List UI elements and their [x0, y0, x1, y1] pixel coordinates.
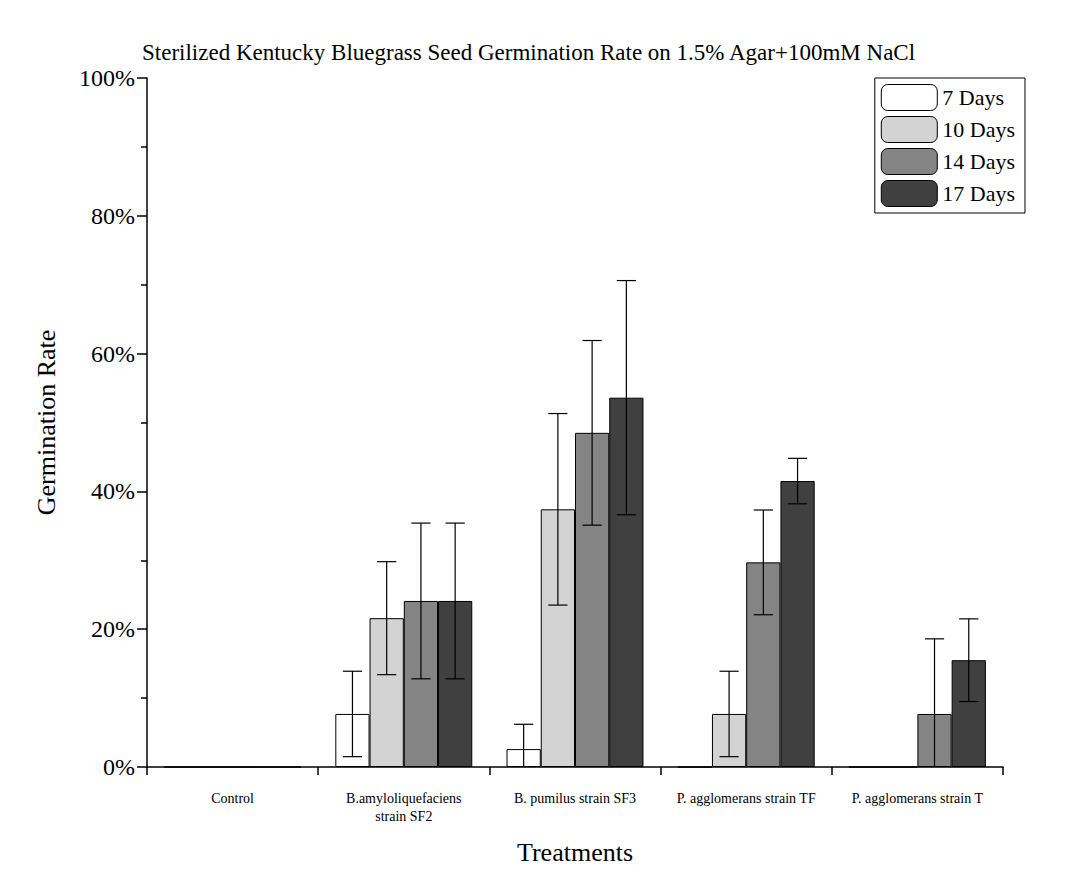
svg-text:17 Days: 17 Days — [942, 181, 1015, 206]
svg-text:100%: 100% — [79, 65, 135, 91]
svg-text:B. pumilus strain SF3: B. pumilus strain SF3 — [514, 791, 636, 806]
svg-text:80%: 80% — [91, 203, 135, 229]
svg-text:20%: 20% — [91, 616, 135, 642]
svg-text:P. agglomerans strain T: P. agglomerans strain T — [852, 791, 984, 806]
svg-text:14 Days: 14 Days — [942, 149, 1015, 174]
svg-text:40%: 40% — [91, 478, 135, 504]
svg-text:Control: Control — [211, 791, 254, 806]
svg-text:10 Days: 10 Days — [942, 117, 1015, 142]
svg-text:7 Days: 7 Days — [942, 85, 1004, 110]
svg-text:Germination Rate: Germination Rate — [32, 330, 61, 516]
svg-text:Treatments: Treatments — [517, 838, 633, 867]
svg-text:B.amyloliquefaciens: B.amyloliquefaciens — [346, 791, 461, 806]
svg-text:Sterilized Kentucky Bluegrass: Sterilized Kentucky Bluegrass Seed Germi… — [142, 40, 915, 65]
svg-text:strain SF2: strain SF2 — [375, 809, 432, 824]
svg-text:P. agglomerans strain TF: P. agglomerans strain TF — [677, 791, 816, 806]
svg-text:0%: 0% — [103, 754, 135, 780]
svg-text:60%: 60% — [91, 341, 135, 367]
